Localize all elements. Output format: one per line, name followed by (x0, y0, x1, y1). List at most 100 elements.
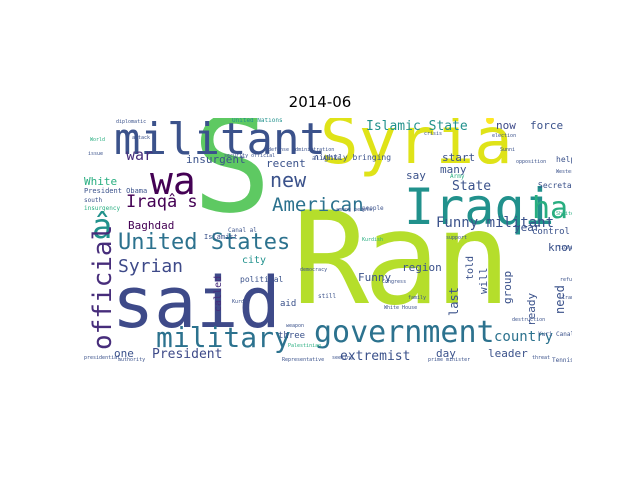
word-south: south (84, 197, 103, 204)
word-say: say (406, 169, 426, 182)
word-prime-minister: prime minister (428, 357, 471, 363)
word-war: war (126, 146, 154, 164)
cloud-dot (486, 118, 494, 124)
word-american: American (272, 194, 364, 216)
word-issue: issue (88, 151, 104, 157)
word-security-official: security official (224, 153, 276, 159)
word-crisis: crisis (424, 131, 443, 137)
word-wa: wa (150, 159, 196, 203)
word-palestinian: Palestinian (288, 343, 322, 349)
word-people: people (362, 205, 384, 212)
word-iran: Iran (562, 295, 572, 301)
word-one: one (114, 347, 134, 360)
word-president: President (152, 347, 223, 362)
word-weapon: weapon (286, 323, 305, 329)
word-government: government (314, 315, 495, 350)
word-country: country (494, 329, 554, 345)
word-region: region (402, 261, 442, 274)
word-iraqa-s: Iraqâ s (126, 192, 198, 212)
word-insurgency: insurgency (84, 205, 121, 212)
word-leader: leader (488, 347, 528, 360)
word-now: now (496, 119, 516, 132)
word-military: military (156, 321, 291, 354)
word-told: told (465, 255, 476, 280)
word-army: Army (450, 173, 465, 180)
word-world: World (90, 137, 106, 143)
word-recent: recent (266, 157, 306, 170)
word-funny-militant: Funny militant (436, 215, 555, 231)
word-al-alike: al Alike (312, 155, 341, 162)
word-extremist: extremist (340, 349, 411, 364)
word-syrian: Syrian (118, 256, 184, 277)
word-day: day (436, 347, 456, 360)
word-presidential: presidential (84, 355, 121, 361)
word-representative: Representative (282, 357, 325, 363)
word-diplomatic: diplomatic (116, 119, 147, 125)
word-said: said (112, 262, 281, 344)
word-kurd: Kurd (232, 299, 245, 305)
word-ran: Ran (292, 185, 511, 334)
word-will: will (477, 267, 490, 295)
word-three: three (278, 331, 306, 341)
word-militant: militant (114, 118, 326, 165)
word-shiite: Shiite (556, 211, 572, 217)
word-united-nations: United Nations (232, 118, 283, 124)
word-a-hat: â (92, 207, 113, 247)
word-cloud: Ran S Syria said militant Iraqi governme… (82, 118, 572, 366)
word-last: last (447, 287, 461, 316)
word-election: election (492, 133, 517, 139)
word-insurgent: insurgent (186, 153, 246, 166)
word-defense-administration: defense administration (268, 147, 335, 153)
word-tennis: Tennis (552, 357, 572, 364)
word-syria: Syria (320, 118, 513, 179)
word-yuri-canal: Yuri Canal (538, 331, 572, 338)
word-president-obama: President Obama (84, 187, 148, 195)
word-attack: attack (132, 135, 151, 141)
word-official: official (88, 224, 118, 350)
word-white-house: White House (384, 305, 418, 311)
word-seeking: seeking (332, 355, 354, 361)
word-destruction: destruction (512, 317, 546, 323)
word-support: support (446, 235, 468, 241)
word-refugee: refugee (560, 277, 572, 283)
word-family: family (408, 295, 427, 301)
word-many: many (440, 163, 467, 176)
word-state: State (452, 179, 492, 194)
word-among-people: among people (336, 207, 373, 213)
chart-title: 2014-06 (288, 93, 352, 111)
word-authority: authority (118, 357, 146, 363)
word-secretary: Secretary (538, 181, 572, 190)
word-aid: aid (280, 299, 297, 309)
word-called: called (213, 275, 224, 312)
word-canal-al: Canal al (228, 227, 257, 234)
word-united-states: United States (118, 230, 291, 255)
word-political: political (240, 275, 284, 284)
word-islamist: Islamist (204, 233, 238, 241)
word-islamic-state: Islamic State (366, 119, 468, 134)
word-start: start (442, 151, 476, 164)
word-opposition: opposition (516, 159, 547, 165)
word-baghdad: Baghdad (128, 219, 175, 232)
word-funny: Funny (358, 271, 392, 284)
word-still: still (318, 293, 337, 300)
word-sunni: Sunni (500, 147, 516, 153)
word-congress: Congress (382, 279, 407, 285)
word-group: group (501, 270, 514, 304)
word-white: White (84, 175, 118, 188)
word-fighter: fighter (558, 245, 572, 251)
word-kurdish: Kurdish (362, 237, 384, 243)
word-force: force (530, 119, 564, 132)
word-new: new (270, 168, 307, 192)
word-know: know (548, 241, 572, 254)
word-nightly-bringing: nightly bringing (314, 153, 392, 162)
word-threat: threat (532, 355, 551, 361)
word-ha: ha (532, 191, 569, 226)
word-democracy: democracy (300, 267, 328, 273)
word-city: city (242, 255, 267, 266)
word-western: Western (556, 169, 572, 175)
word-year: year (514, 221, 541, 234)
word-help: help (556, 155, 572, 164)
word-iraqi: Iraqi (404, 178, 555, 236)
word-s: S (192, 118, 272, 243)
word-control: control (532, 227, 570, 237)
